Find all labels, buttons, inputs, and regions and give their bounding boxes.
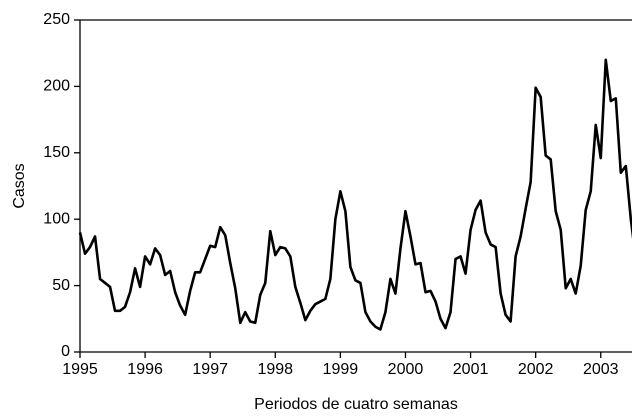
y-axis-label: Casos [11, 163, 28, 208]
x-axis-label: Periodos de cuatro semanas [254, 396, 458, 413]
x-tick-label: 1996 [127, 361, 163, 378]
x-tick-label: 2000 [388, 361, 424, 378]
y-tick-label: 200 [43, 78, 70, 95]
data-line [78, 58, 632, 331]
x-tick-label: 1998 [257, 361, 293, 378]
x-tick-label: 1995 [62, 361, 98, 378]
y-tick-label: 250 [43, 11, 70, 28]
y-tick-label: 0 [61, 343, 70, 360]
x-tick-label: 1997 [192, 361, 228, 378]
x-tick-label: 2003 [583, 361, 619, 378]
x-tick-label: 1999 [323, 361, 359, 378]
x-tick-label: 2002 [518, 361, 554, 378]
x-tick-label: 2001 [453, 361, 489, 378]
y-tick-label: 150 [43, 144, 70, 161]
y-tick-label: 50 [52, 277, 70, 294]
y-tick-label: 100 [43, 210, 70, 227]
